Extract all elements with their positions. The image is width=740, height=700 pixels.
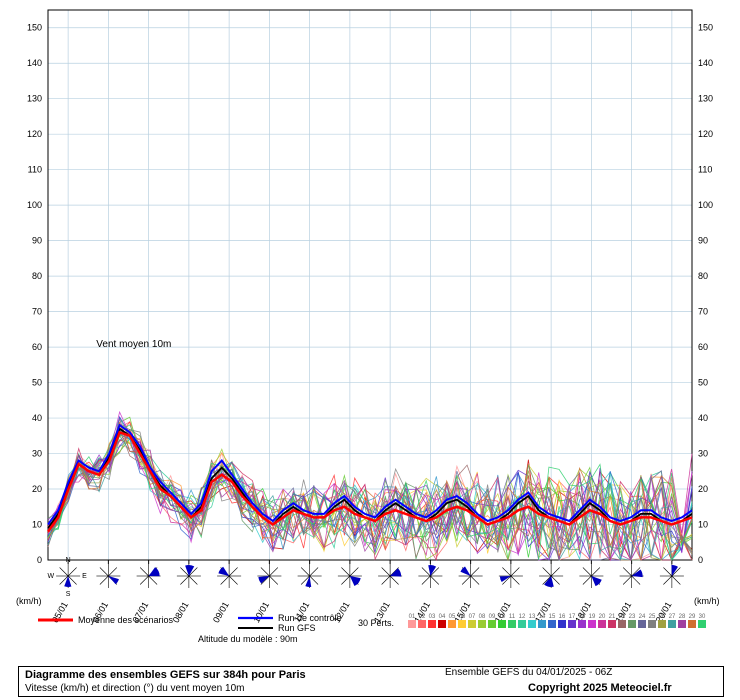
svg-text:25: 25: [649, 614, 656, 620]
svg-text:29: 29: [689, 614, 696, 620]
svg-text:19: 19: [589, 614, 596, 620]
svg-text:50: 50: [698, 378, 708, 388]
svg-text:100: 100: [27, 200, 42, 210]
svg-text:70: 70: [698, 307, 708, 317]
svg-text:Moyenne des scénarios: Moyenne des scénarios: [78, 615, 174, 625]
svg-text:90: 90: [698, 236, 708, 246]
svg-text:Vent moyen 10m: Vent moyen 10m: [96, 339, 171, 350]
svg-text:13: 13: [529, 614, 536, 620]
svg-text:18: 18: [579, 614, 586, 620]
svg-text:20: 20: [698, 484, 708, 494]
svg-text:26: 26: [659, 614, 666, 620]
svg-text:23: 23: [629, 614, 636, 620]
svg-text:140: 140: [27, 58, 42, 68]
svg-text:01: 01: [409, 614, 416, 620]
svg-text:22: 22: [619, 614, 626, 620]
svg-text:15: 15: [549, 614, 556, 620]
svg-text:S: S: [66, 591, 71, 598]
svg-text:30: 30: [699, 614, 706, 620]
svg-text:0: 0: [37, 555, 42, 565]
svg-text:100: 100: [698, 200, 713, 210]
svg-text:(km/h): (km/h): [16, 596, 42, 606]
svg-text:20: 20: [599, 614, 606, 620]
svg-text:02: 02: [419, 614, 426, 620]
svg-text:06: 06: [459, 614, 466, 620]
ensemble-chart: 0010102020303040405050606070708080909010…: [0, 0, 740, 700]
svg-text:110: 110: [698, 165, 712, 175]
svg-text:N: N: [66, 557, 71, 564]
svg-text:90: 90: [32, 236, 42, 246]
svg-text:30: 30: [32, 449, 42, 459]
svg-text:130: 130: [27, 94, 42, 104]
svg-text:70: 70: [32, 307, 42, 317]
svg-text:11: 11: [509, 614, 516, 620]
svg-text:12: 12: [519, 614, 526, 620]
svg-text:09: 09: [489, 614, 496, 620]
svg-text:Altitude du modèle : 90m: Altitude du modèle : 90m: [198, 634, 298, 644]
svg-text:80: 80: [32, 271, 42, 281]
footer-title: Diagramme des ensembles GEFS sur 384h po…: [19, 667, 723, 683]
svg-text:0: 0: [698, 555, 703, 565]
svg-text:40: 40: [698, 413, 708, 423]
svg-text:Run GFS: Run GFS: [278, 623, 316, 633]
svg-text:10: 10: [32, 520, 42, 530]
svg-text:30: 30: [698, 449, 708, 459]
svg-text:30 Perts.: 30 Perts.: [358, 618, 394, 628]
svg-text:Run de contrôle: Run de contrôle: [278, 613, 342, 623]
svg-text:05: 05: [449, 614, 456, 620]
svg-text:20: 20: [32, 484, 42, 494]
svg-text:08: 08: [479, 614, 486, 620]
svg-text:130: 130: [698, 94, 713, 104]
svg-text:W: W: [48, 573, 55, 580]
svg-text:140: 140: [698, 58, 713, 68]
svg-text:10: 10: [698, 520, 708, 530]
svg-text:120: 120: [27, 129, 42, 139]
svg-text:17: 17: [569, 614, 576, 620]
svg-text:120: 120: [698, 129, 713, 139]
svg-text:07: 07: [469, 614, 476, 620]
svg-text:03: 03: [429, 614, 436, 620]
svg-text:16: 16: [559, 614, 566, 620]
svg-text:50: 50: [32, 378, 42, 388]
svg-text:150: 150: [27, 23, 42, 33]
svg-text:80: 80: [698, 271, 708, 281]
ensemble-info: Ensemble GEFS du 04/01/2025 - 06Z: [445, 667, 612, 678]
svg-text:60: 60: [698, 342, 708, 352]
svg-text:(km/h): (km/h): [694, 596, 720, 606]
svg-text:E: E: [82, 573, 87, 580]
svg-text:40: 40: [32, 413, 42, 423]
svg-text:21: 21: [609, 614, 616, 620]
svg-text:10: 10: [499, 614, 506, 620]
svg-text:14: 14: [539, 614, 546, 620]
svg-text:60: 60: [32, 342, 42, 352]
svg-text:24: 24: [639, 614, 646, 620]
copyright: Copyright 2025 Meteociel.fr: [528, 682, 672, 694]
svg-text:04: 04: [439, 614, 446, 620]
svg-text:110: 110: [28, 165, 42, 175]
svg-text:27: 27: [669, 614, 676, 620]
svg-text:28: 28: [679, 614, 686, 620]
svg-text:150: 150: [698, 23, 713, 33]
